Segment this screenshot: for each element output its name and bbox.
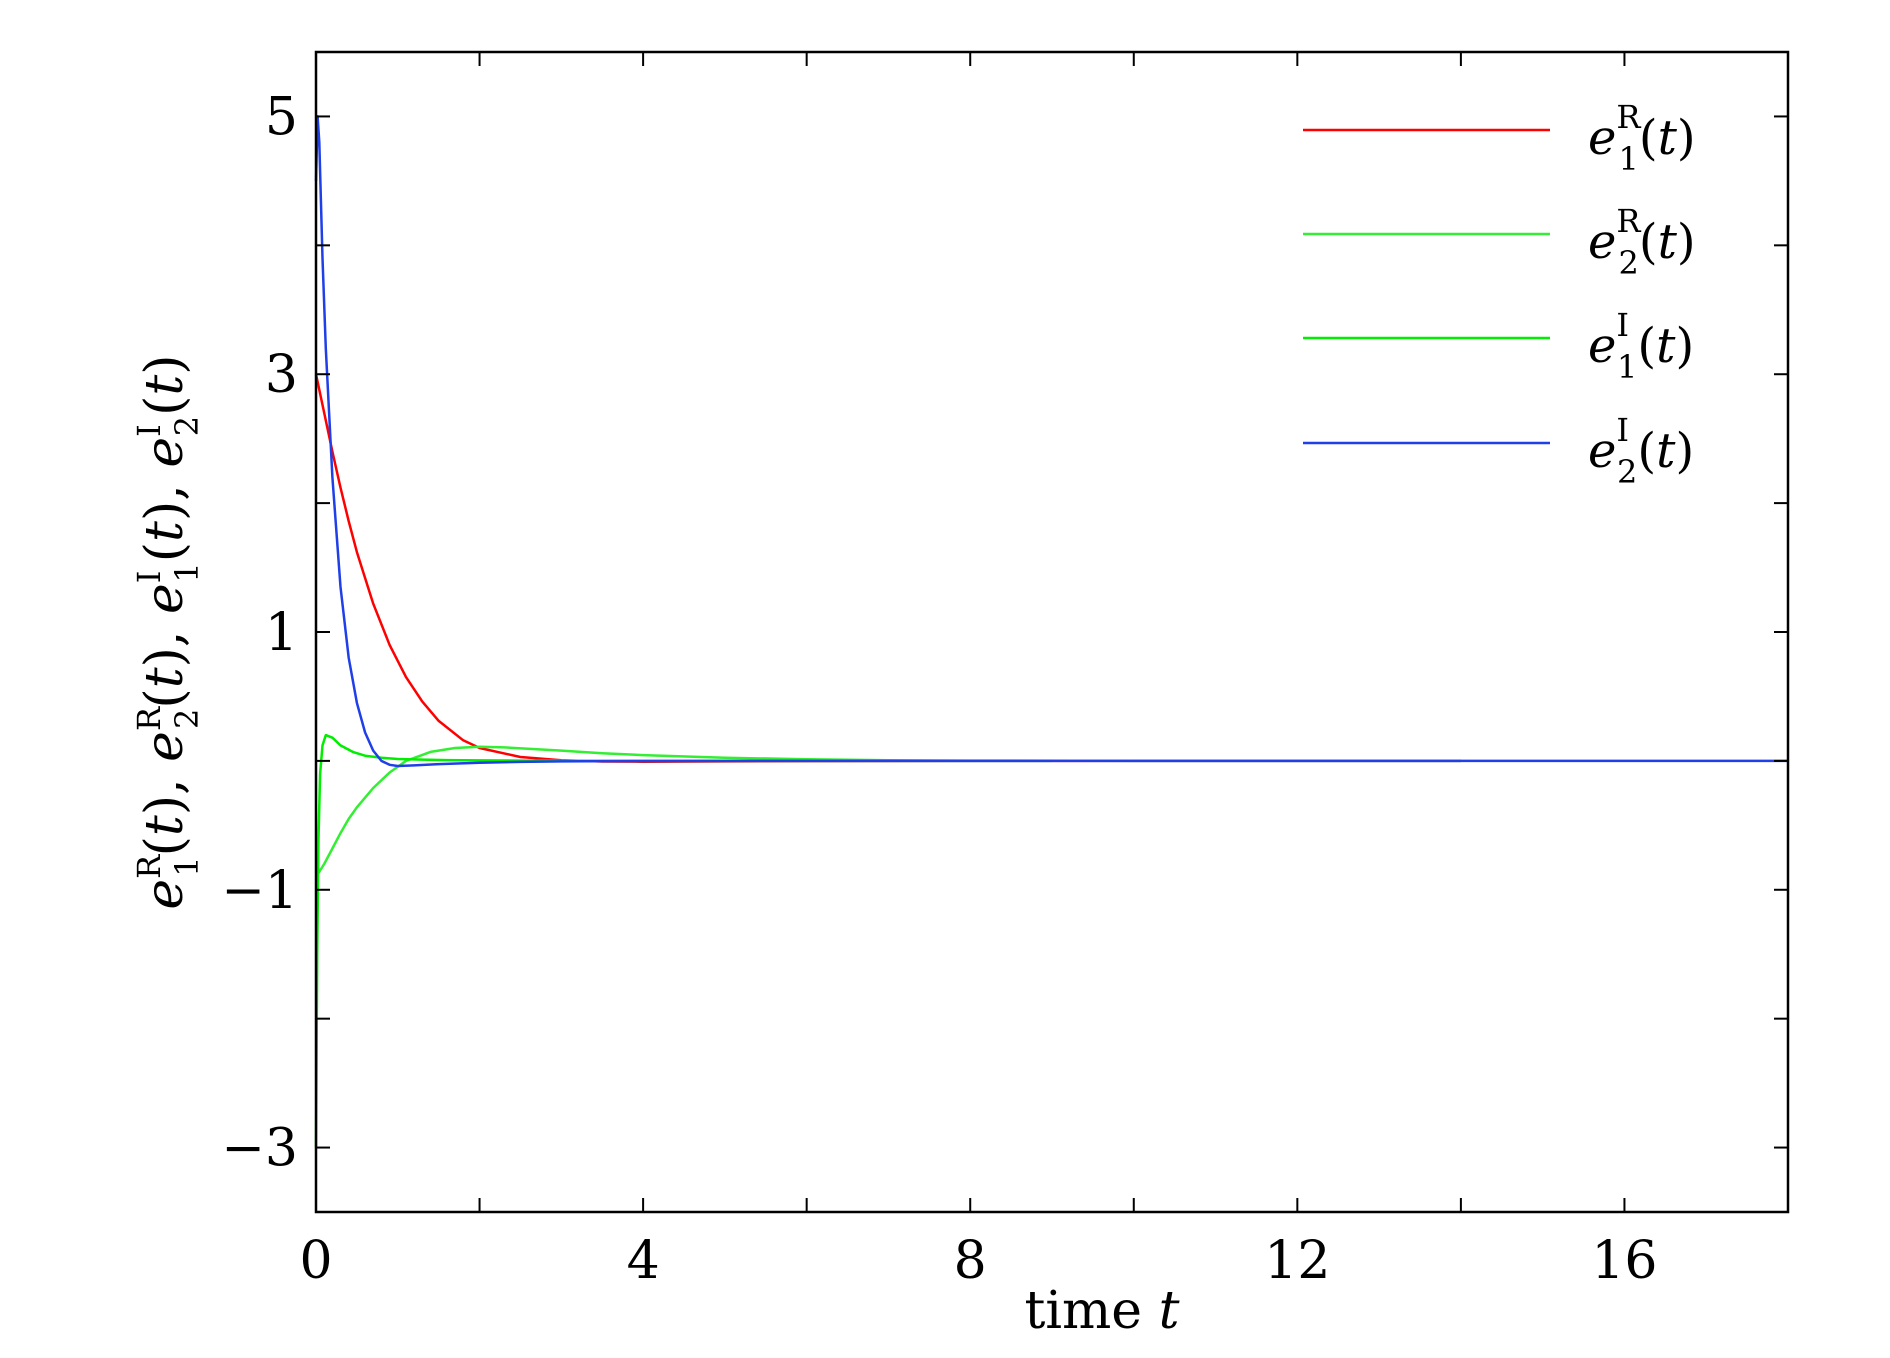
x-tick-label: 4: [627, 1231, 660, 1291]
x-axis-title: time t: [1024, 1281, 1179, 1341]
series-line-3: [314, 733, 1052, 1148]
series-line-1: [314, 373, 1461, 763]
x-tick-label: 12: [1264, 1231, 1330, 1291]
y-tick-label: 5: [265, 87, 298, 147]
y-axis-title: eR1(t), eR2(t), eI1(t), eI2(t): [130, 354, 206, 909]
y-tick-label: 1: [265, 603, 298, 663]
y-tick-label: −1: [221, 861, 298, 921]
legend-label: eI 1(t): [1588, 306, 1694, 386]
tick-labels: 0 4 8 12 16 −3 −1 1 3 5: [221, 87, 1657, 1291]
legend-label: eR 2(t): [1588, 202, 1696, 282]
y-tick-label: −3: [221, 1119, 298, 1179]
axis-ticks: [315, 52, 1788, 1212]
x-tick-label: 8: [954, 1231, 987, 1291]
x-tick-label: 16: [1591, 1231, 1657, 1291]
legend-label: eR 1(t): [1588, 98, 1696, 178]
legend: eR 1(t) eR 2(t) eI 1(t) eI 2(t): [1303, 98, 1696, 491]
x-tick-label: 0: [299, 1231, 332, 1291]
legend-label: eI 2(t): [1588, 411, 1694, 491]
svg-text:eR1(t), eR2(t), eI1(t), eI2(t): eR1(t), eR2(t), eI1(t), eI2(t): [130, 354, 206, 909]
y-tick-label: 3: [265, 345, 298, 405]
series-line-2: [314, 745, 1461, 878]
plot-lines: [314, 115, 1788, 1148]
plot-frame: [314, 50, 1790, 1214]
series-line-4: [314, 115, 1788, 768]
